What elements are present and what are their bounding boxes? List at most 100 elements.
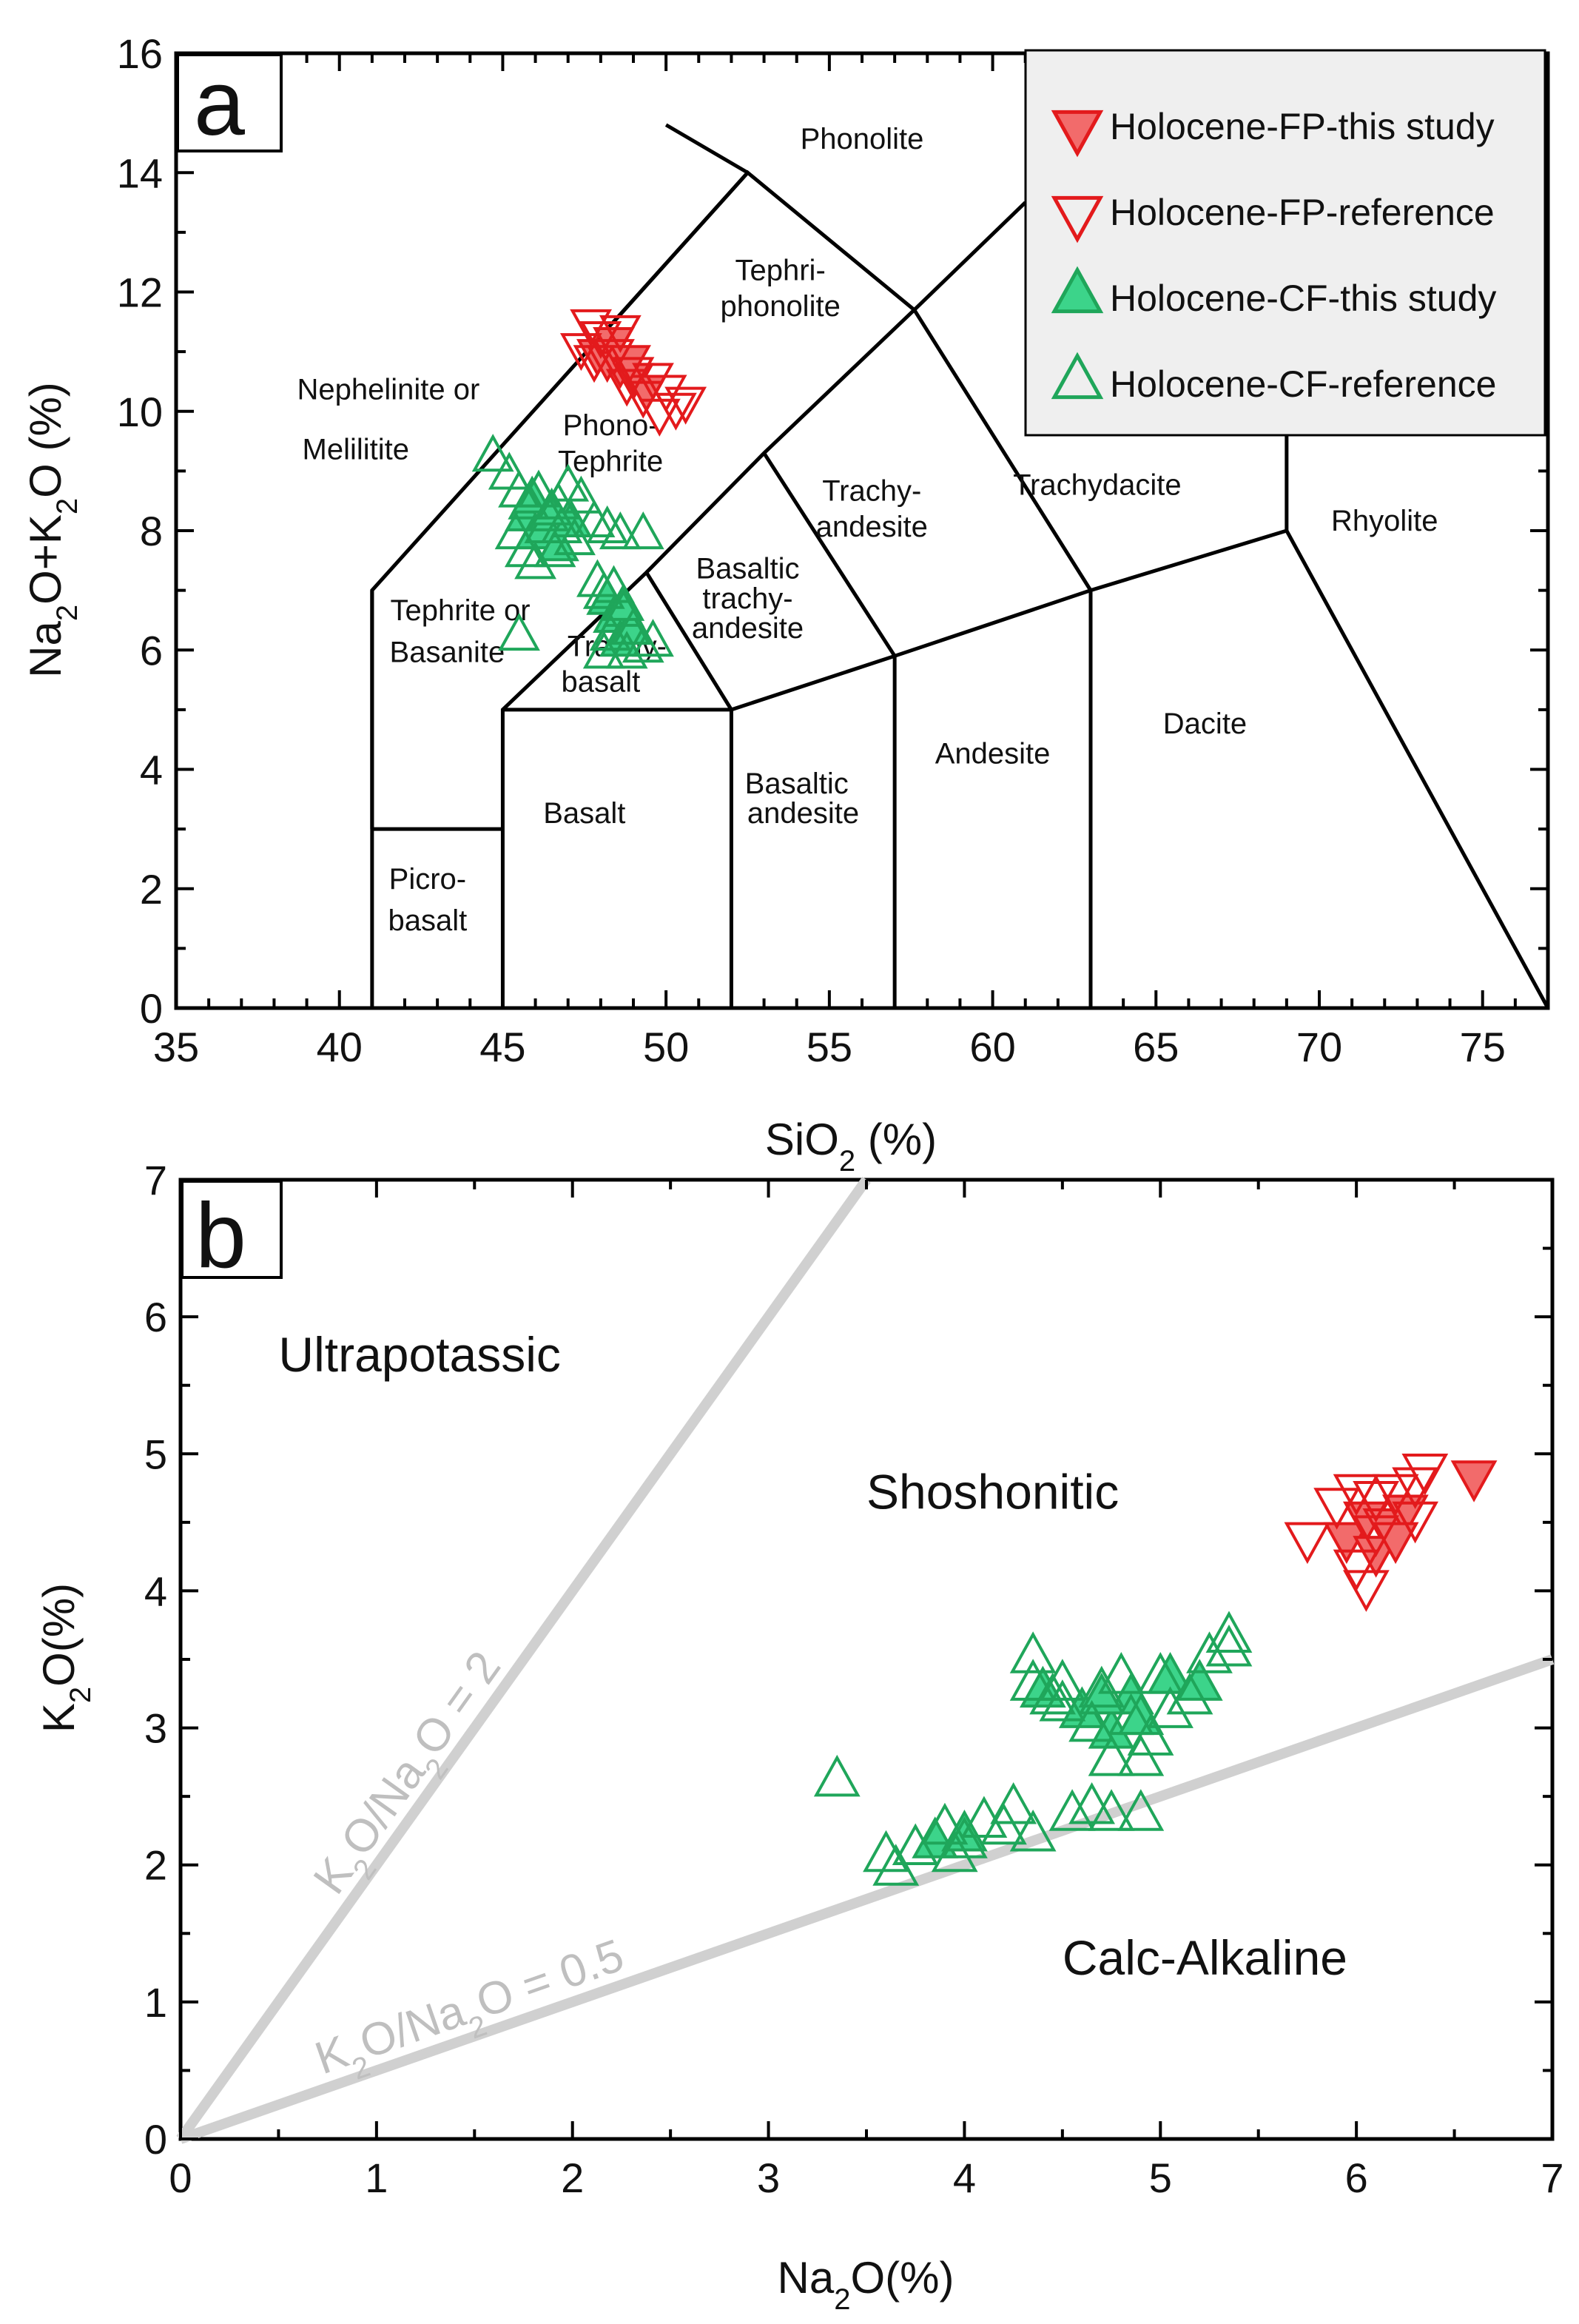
data-point-b: [1205, 1625, 1253, 1667]
data-point-a: [632, 363, 674, 401]
region-label: Ultrapotassic: [278, 1327, 560, 1382]
x-tick-label-b: 4: [953, 2155, 976, 2201]
x-tick-label-b: 5: [1149, 2155, 1172, 2201]
data-point-a: [632, 619, 674, 657]
data-point-a: [498, 613, 540, 651]
data-point-a: [605, 369, 648, 407]
data-point-b: [921, 1802, 969, 1845]
data-point-b: [1166, 1672, 1213, 1715]
region-label: basalt: [561, 666, 640, 699]
region-label: Trachydacite: [1013, 469, 1182, 502]
field-boundary: [762, 451, 897, 657]
x-tick-label-a: 55: [807, 1024, 852, 1070]
data-point-b: [1392, 1467, 1438, 1510]
y-tick-label-b: 2: [144, 1842, 167, 1889]
data-point-b: [1009, 1809, 1057, 1852]
data-point-a: [504, 529, 547, 568]
data-point-b: [1097, 1652, 1145, 1694]
data-point-a: [573, 499, 616, 537]
data-point-a: [514, 541, 556, 580]
tas-region-labels: PhonoliteTephri-phonoliteTrachyteNepheli…: [297, 123, 1438, 937]
x-tick-label-b: 3: [757, 2155, 780, 2201]
region-label: phonolite: [720, 290, 840, 323]
data-point-a: [622, 625, 664, 663]
region-label: Tephrite: [558, 445, 663, 477]
data-point-a: [540, 505, 583, 543]
x-tick-label-a: 50: [643, 1024, 689, 1070]
field-boundary: [500, 201, 1027, 1008]
legend-label: Holocene-FP-this study: [1110, 106, 1495, 147]
data-point-a: [570, 309, 613, 347]
region-label: Melilitite: [303, 433, 409, 466]
legend: Holocene-FP-this study Holocene-FP-refere…: [1024, 49, 1546, 437]
data-point-b: [1048, 1789, 1096, 1831]
scatter-points-a: [471, 309, 707, 669]
data-point-b: [1450, 1460, 1498, 1502]
region-label: Nephelinite or: [297, 374, 480, 406]
y-tick-label-b: 1: [144, 1979, 167, 2026]
y-tick-label-b: 4: [144, 1568, 167, 1614]
data-point-b: [1401, 1454, 1449, 1496]
data-point-b: [1039, 1659, 1086, 1701]
data-point-b: [1333, 1474, 1380, 1517]
region-label: Basanite: [390, 636, 505, 668]
legend-label: Holocene-CF-reference: [1110, 363, 1496, 405]
x-tick-label-b: 7: [1541, 2155, 1563, 2201]
plot-frame-b: [178, 1178, 1555, 2141]
region-label: andesite: [692, 612, 804, 645]
data-point-b: [1176, 1659, 1223, 1701]
y-tick-label-a: 0: [140, 985, 163, 1032]
data-point-b: [1392, 1501, 1438, 1544]
ratio-line: [176, 1176, 871, 2143]
data-point-b: [813, 1754, 861, 1797]
data-point-b: [931, 1830, 978, 1873]
region-label: Tephrite or: [391, 594, 531, 627]
x-axis-title-b: Na2O(%): [778, 2253, 955, 2316]
x-axis-b-ticks: 0 1 2 3 4 5 6 7 0 1 2 3 4 5 6 7: [144, 1157, 1564, 2201]
panel-label-box-b: [181, 1180, 283, 1279]
data-point-a: [471, 434, 514, 472]
data-point-b: [1117, 1734, 1165, 1776]
panel-label-a: a: [194, 53, 245, 155]
field-boundary: [612, 171, 750, 323]
data-point-b: [1039, 1679, 1086, 1722]
y-axis-title-b: K2O(%): [34, 1583, 97, 1733]
data-point-a: [589, 613, 632, 651]
data-point-b: [1117, 1789, 1165, 1831]
legend-marker: [1051, 266, 1104, 314]
data-point-b: [1009, 1659, 1057, 1701]
data-point-a: [517, 469, 560, 508]
region-label: Andesite: [935, 737, 1051, 770]
x-tick-label-b: 0: [169, 2155, 192, 2201]
region-label: Shoshonitic: [866, 1464, 1119, 1519]
data-point-a: [622, 511, 664, 550]
ratio-line: [178, 1654, 1555, 2144]
legend-box: [1024, 49, 1546, 437]
x-tick-label-b: 1: [365, 2155, 388, 2201]
region-label: andesite: [747, 797, 859, 830]
x-tick-label-a: 45: [479, 1024, 525, 1070]
data-point-b: [1342, 1570, 1390, 1612]
data-point-b: [1088, 1789, 1135, 1831]
legend-marker: [1051, 352, 1104, 400]
region-label: andesite: [816, 511, 928, 543]
data-point-b: [1353, 1515, 1400, 1557]
data-point-b: [1147, 1686, 1193, 1728]
y-tick-label-a: 14: [117, 150, 163, 196]
data-point-b: [1029, 1672, 1077, 1715]
panel-label-b: b: [195, 1185, 246, 1287]
data-point-b: [1284, 1522, 1331, 1565]
x-tick-label-a: 40: [317, 1024, 363, 1070]
x-tick-label-b: 2: [561, 2155, 584, 2201]
data-point-b: [1078, 1665, 1125, 1708]
data-point-b: [1333, 1549, 1380, 1592]
region-label: Tephri-: [735, 254, 826, 286]
x-tick-label-a: 60: [969, 1024, 1015, 1070]
y-tick-label-b: 0: [144, 2116, 167, 2163]
y-tick-label-a: 2: [140, 866, 163, 913]
x-axis-title-a: SiO2 (%): [765, 1115, 937, 1178]
data-point-a: [559, 475, 602, 514]
data-point-a: [533, 529, 576, 568]
x-tick-label-a: 70: [1296, 1024, 1342, 1070]
y-axis-title-a: Na2O+K2O (%): [21, 382, 84, 678]
